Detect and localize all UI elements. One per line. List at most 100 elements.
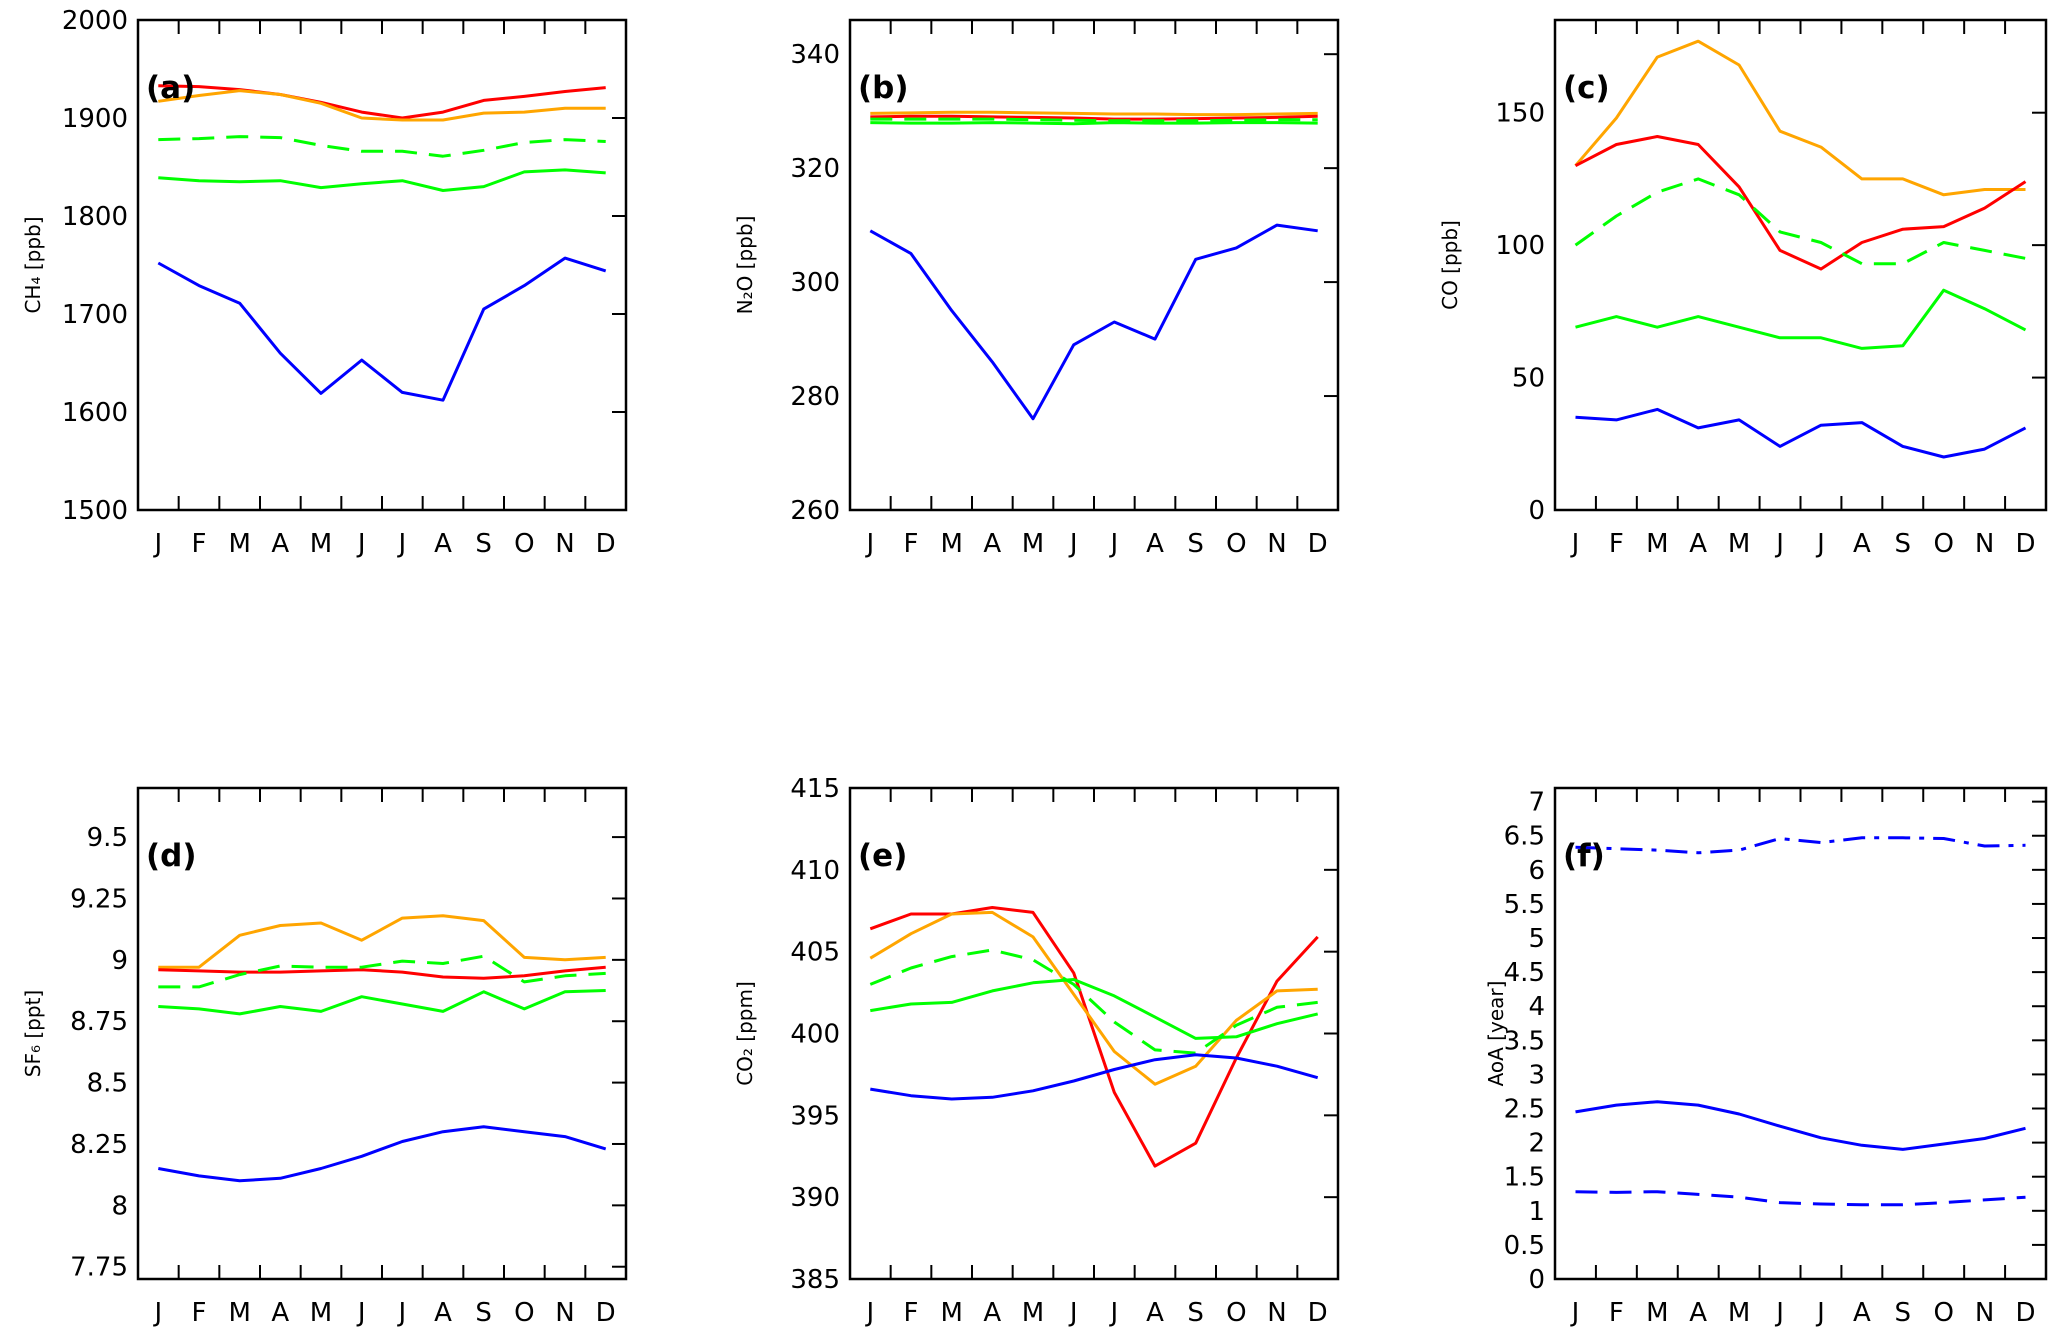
x-tick-label: D: [1308, 529, 1328, 559]
x-tick-label: D: [596, 1298, 616, 1328]
x-tick-label: N: [555, 1298, 574, 1328]
series-line-blue-solid: [870, 1053, 1319, 1101]
y-axis-label: CH₄ [ppb]: [21, 216, 45, 313]
series-line-blue-solid: [157, 256, 607, 402]
series-line-orange-solid: [158, 914, 606, 969]
series-line-green-dashed: [1574, 177, 2026, 266]
x-tick-label: O: [1933, 1298, 1953, 1328]
x-tick-label: F: [1609, 529, 1624, 559]
y-axis-label: CO₂ [ppm]: [733, 981, 757, 1086]
x-tick-label: D: [2016, 1298, 2036, 1328]
x-tick-label: M: [940, 529, 962, 559]
panel-label: (c): [1563, 70, 1610, 106]
y-tick-label: 8.5: [87, 1069, 128, 1099]
y-tick-label: 100: [1495, 231, 1545, 261]
x-tick-label: S: [1895, 1298, 1912, 1328]
y-tick-label: 6.5: [1504, 822, 1545, 852]
y-tick-label: 8.25: [70, 1130, 128, 1160]
x-tick-label: J: [1068, 529, 1078, 559]
x-tick-label: A: [434, 529, 452, 559]
y-tick-label: 0.5: [1504, 1231, 1545, 1261]
x-tick-label: A: [1146, 529, 1164, 559]
series-line-blue-solid: [1575, 407, 2027, 459]
x-tick-label: M: [1728, 529, 1750, 559]
y-tick-label: 4.5: [1504, 958, 1545, 988]
x-tick-label: J: [1815, 529, 1825, 559]
series-line-red-solid: [1574, 135, 2027, 271]
x-tick-label: M: [1022, 529, 1044, 559]
panel-label: (f): [1563, 838, 1605, 874]
panel-label: (d): [146, 838, 197, 874]
series-line-orange-solid: [869, 910, 1318, 1086]
y-tick-label: 3.5: [1504, 1026, 1545, 1056]
x-tick-label: M: [1728, 1298, 1750, 1328]
y-tick-label: 1600: [62, 398, 128, 428]
x-tick-label: A: [1689, 529, 1707, 559]
y-tick-label: 1700: [62, 300, 128, 330]
x-tick-label: O: [1933, 529, 1953, 559]
x-tick-label: N: [1267, 529, 1286, 559]
x-tick-label: J: [1815, 1298, 1825, 1328]
x-tick-label: N: [1267, 1298, 1286, 1328]
y-tick-label: 7.75: [70, 1253, 128, 1283]
x-tick-label: J: [1774, 1298, 1784, 1328]
y-axis-label: SF₆ [ppt]: [21, 990, 45, 1077]
x-tick-label: J: [1108, 1298, 1118, 1328]
axes-frame: [1553, 786, 2048, 1281]
series-line-green-dashed: [158, 135, 606, 158]
series-line-orange-solid: [1574, 39, 2026, 197]
x-tick-label: O: [1226, 1298, 1246, 1328]
y-tick-label: 2.5: [1504, 1095, 1545, 1125]
x-tick-label: M: [310, 1298, 332, 1328]
y-tick-label: 9.25: [70, 884, 128, 914]
y-tick-label: 0: [1528, 1265, 1545, 1295]
x-tick-label: S: [1895, 529, 1912, 559]
x-tick-label: A: [1146, 1298, 1164, 1328]
series-line-blue-solid: [869, 223, 1318, 421]
y-tick-label: 1: [1528, 1197, 1545, 1227]
x-tick-label: A: [983, 529, 1001, 559]
y-tick-label: 385: [790, 1265, 840, 1295]
x-tick-label: A: [1853, 529, 1871, 559]
y-axis-label: AoA [year]: [1484, 981, 1508, 1087]
y-tick-label: 405: [790, 938, 840, 968]
y-tick-label: 1800: [62, 202, 128, 232]
x-tick-label: N: [555, 529, 574, 559]
x-tick-label: J: [1774, 529, 1784, 559]
x-tick-label: J: [152, 1298, 162, 1328]
x-tick-label: A: [1853, 1298, 1871, 1328]
series-line-green-solid: [158, 989, 606, 1016]
y-tick-label: 9.5: [87, 823, 128, 853]
panel-label: (b): [858, 70, 909, 106]
y-tick-label: 400: [790, 1020, 840, 1050]
y-tick-label: 415: [790, 774, 840, 804]
panel-label: (e): [858, 838, 907, 874]
series-line-orange-solid: [158, 89, 606, 122]
x-tick-label: D: [596, 529, 616, 559]
panel-label: (a): [146, 70, 195, 106]
x-tick-label: M: [228, 529, 250, 559]
y-tick-label: 8.75: [70, 1007, 128, 1037]
x-tick-label: J: [864, 529, 874, 559]
x-tick-label: D: [2016, 529, 2036, 559]
x-tick-label: N: [1975, 1298, 1994, 1328]
series-line-red-solid: [870, 114, 1318, 121]
x-tick-label: M: [1022, 1298, 1044, 1328]
axes-frame: [136, 786, 628, 1281]
x-tick-label: J: [356, 529, 366, 559]
series-line-blue-dashdot: [1575, 836, 2026, 855]
y-tick-label: 6: [1528, 856, 1545, 886]
x-tick-label: D: [1308, 1298, 1328, 1328]
y-tick-label: 280: [790, 382, 840, 412]
y-tick-label: 2000: [62, 6, 128, 36]
x-tick-label: S: [475, 1298, 492, 1328]
panel-d: J F M A M J J A S O N D7.7588.258.58.7599.259.5SF₆ …: [21, 786, 628, 1328]
y-tick-label: 2: [1528, 1129, 1545, 1159]
x-tick-label: M: [310, 529, 332, 559]
x-tick-label: F: [904, 1298, 919, 1328]
y-tick-label: 4: [1528, 992, 1545, 1022]
y-tick-label: 3: [1528, 1060, 1545, 1090]
